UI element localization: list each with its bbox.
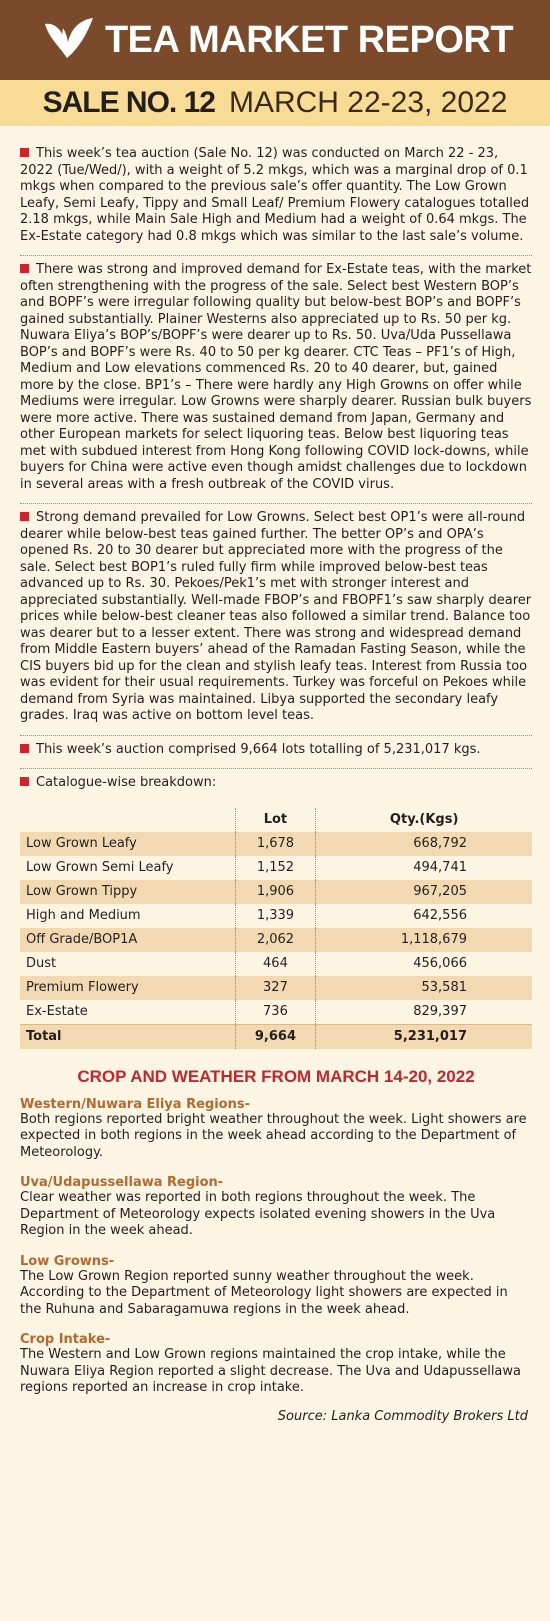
- lot-cell: 1,339: [235, 903, 317, 928]
- table-row: Low Grown Semi Leafy 1,152 494,741: [20, 855, 532, 880]
- column-header: Qty.(Kgs): [389, 812, 459, 827]
- bullet: [20, 264, 29, 273]
- subsection-text: Clear weather was reported in both regio…: [20, 1190, 496, 1238]
- row-label: Off Grade/BOP1A: [20, 927, 236, 952]
- table-row: Dust 464 456,066: [20, 951, 532, 976]
- content: This week’s tea auction (Sale No. 12) wa…: [0, 126, 550, 1424]
- crop-subsection: Low Growns- The Low Grown Region reported…: [20, 1254, 532, 1319]
- row-label: Dust: [20, 951, 236, 976]
- subsection-text: The Low Grown Region reported sunny weat…: [20, 1268, 508, 1317]
- lot-cell: 736: [235, 999, 317, 1024]
- table-row: Low Grown Tippy 1,906 967,205: [20, 879, 532, 904]
- sale-date: MARCH 22-23, 2022: [228, 86, 508, 119]
- column-header: Lot: [235, 807, 317, 832]
- catalogue-text: Catalogue-wise breakdown:: [36, 775, 217, 790]
- lot-cell: 464: [235, 951, 317, 976]
- table-row: Total 9,664 5,231,017: [20, 1023, 532, 1049]
- qty-cell: 829,397: [413, 1004, 467, 1019]
- crop-section: CROP AND WEATHER FROM MARCH 14-20, 2022 …: [20, 1067, 532, 1397]
- breakdown-table: Lot Qty.(Kgs) Low Grown Leafy 1,678 668,792…: [20, 807, 532, 1049]
- subsection-text: The Western and Low Grown regions mainta…: [20, 1347, 521, 1395]
- table-row: Ex-Estate 736 829,397: [20, 999, 532, 1024]
- paragraph: Strong demand prevailed for Low Growns. …: [20, 504, 532, 736]
- table-row: Off Grade/BOP1A 2,062 1,118,679: [20, 927, 532, 952]
- paragraph-text: Strong demand prevailed for Low Growns. …: [20, 510, 532, 723]
- bullet: [20, 148, 29, 157]
- paragraph-text: This week’s auction comprised 9,664 lots…: [36, 741, 481, 757]
- row-label: Low Grown Semi Leafy: [20, 855, 236, 880]
- table-row: High and Medium 1,339 642,556: [20, 903, 532, 928]
- title: TEA MARKET REPORT: [104, 18, 514, 61]
- paragraphs: This week’s tea auction (Sale No. 12) wa…: [20, 140, 532, 769]
- sale-band: SALE NO. 12 MARCH 22-23, 2022: [0, 80, 550, 126]
- qty-cell: 642,556: [413, 908, 467, 923]
- subsection-heading: Low Growns-: [20, 1253, 115, 1269]
- qty-cell: 456,066: [413, 956, 467, 971]
- lot-cell: 9,664: [235, 1023, 317, 1049]
- row-label: Premium Flowery: [20, 975, 236, 1000]
- row-label: Ex-Estate: [20, 999, 236, 1024]
- row-label: High and Medium: [20, 903, 236, 928]
- row-label: Low Grown Leafy: [20, 831, 236, 856]
- paragraph-text: This week’s tea auction (Sale No. 12) wa…: [20, 146, 530, 244]
- catalogue-label: Catalogue-wise breakdown:: [20, 769, 532, 802]
- bullet: [20, 512, 29, 521]
- header-band: TEA MARKET REPORT: [0, 0, 550, 80]
- lot-cell: 1,152: [235, 855, 317, 880]
- source: Source: Lanka Commodity Brokers Ltd: [277, 1408, 528, 1424]
- subsection-heading: Uva/Udapussellawa Region-: [20, 1175, 224, 1190]
- qty-cell: 1,118,679: [315, 927, 532, 952]
- qty-cell: 53,581: [315, 975, 532, 1000]
- crop-title: CROP AND WEATHER FROM MARCH 14-20, 2022: [77, 1066, 475, 1086]
- lot-cell: 327: [235, 975, 317, 1000]
- paragraph: This week’s tea auction (Sale No. 12) wa…: [20, 140, 532, 256]
- table-row: Premium Flowery 327 53,581: [20, 975, 532, 1000]
- subsection-heading: Western/Nuwara Eliya Regions-: [20, 1096, 250, 1112]
- qty-cell: 494,741: [413, 860, 467, 875]
- lot-cell: 2,062: [235, 927, 317, 952]
- paragraph-text: There was strong and improved demand for…: [20, 262, 532, 492]
- logo: [44, 18, 93, 58]
- subsection-text: Both regions reported bright weather thr…: [20, 1111, 527, 1160]
- row-label: Total: [20, 1023, 236, 1049]
- crop-subsection: Uva/Udapussellawa Region- Clear weather w…: [20, 1175, 532, 1240]
- lot-cell: 1,906: [235, 879, 317, 904]
- qty-cell: 5,231,017: [315, 1023, 532, 1049]
- lot-cell: 1,678: [235, 831, 317, 856]
- sale-number: SALE NO. 12: [42, 86, 216, 119]
- subsection-heading: Crop Intake-: [20, 1332, 111, 1347]
- table-row: Low Grown Leafy 1,678 668,792: [20, 831, 532, 856]
- bullet: [20, 743, 29, 753]
- crop-subsection: Western/Nuwara Eliya Regions- Both region…: [20, 1097, 532, 1162]
- row-label: Low Grown Tippy: [20, 879, 236, 904]
- paragraph: This week’s auction comprised 9,664 lots…: [20, 736, 532, 769]
- table-header: Lot Qty.(Kgs): [20, 807, 532, 832]
- paragraph: There was strong and improved demand for…: [20, 256, 532, 504]
- qty-cell: 967,205: [315, 879, 532, 904]
- qty-cell: 668,792: [315, 831, 532, 856]
- crop-subsection: Crop Intake- The Western and Low Grown re…: [20, 1332, 532, 1397]
